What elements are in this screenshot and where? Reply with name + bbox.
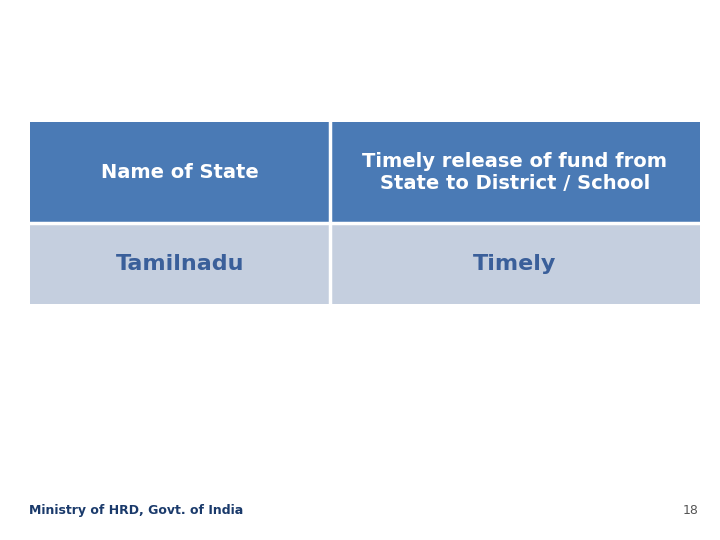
Text: Timely release of fund from
State to District / School: Timely release of fund from State to Dis…	[362, 152, 667, 193]
Text: Tamilnadu: Tamilnadu	[116, 254, 244, 274]
Text: Status of Flow of Funds from State to School: Status of Flow of Funds from State to Sc…	[9, 11, 711, 39]
Bar	[30, 122, 700, 223]
Text: 18: 18	[683, 504, 698, 517]
Text: Timely: Timely	[473, 254, 557, 274]
Text: Ministry of HRD, Govt. of India: Ministry of HRD, Govt. of India	[29, 504, 243, 517]
Text: Name of State: Name of State	[101, 163, 259, 182]
Bar	[30, 223, 700, 304]
